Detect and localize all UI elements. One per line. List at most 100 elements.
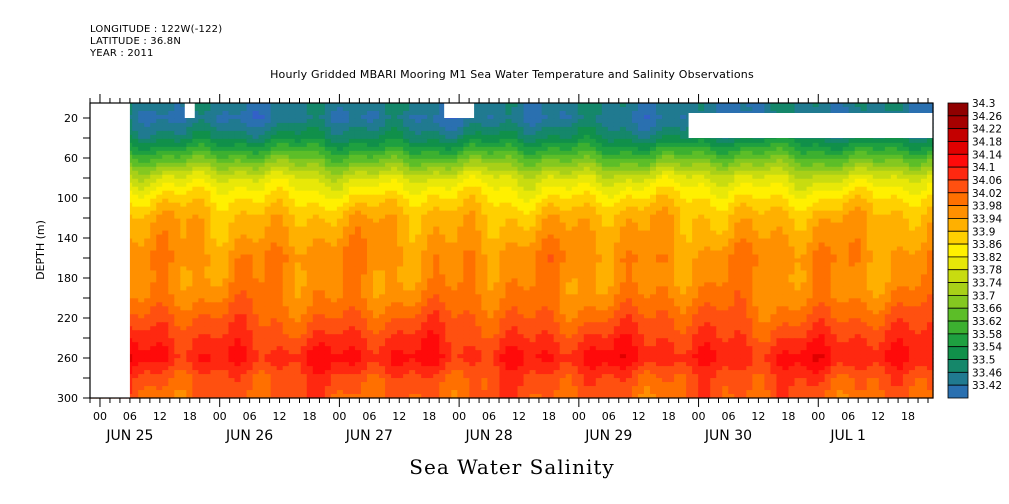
heatmap-cell (758, 222, 765, 228)
heatmap-cell (439, 122, 446, 128)
heatmap-cell (445, 186, 452, 192)
heatmap-cell (168, 103, 175, 108)
heatmap-cell (354, 190, 362, 196)
heatmap-cell (132, 114, 139, 120)
heatmap-cell (451, 146, 458, 152)
heatmap-cell (180, 166, 187, 172)
heatmap-cell (529, 178, 537, 184)
heatmap-cell (637, 134, 645, 140)
heatmap-cell (764, 103, 772, 108)
heatmap-cell (637, 238, 645, 244)
heatmap-cell (409, 146, 416, 152)
heatmap-cell (228, 174, 236, 180)
heatmap-cell (794, 138, 802, 144)
heatmap-cell (294, 110, 302, 116)
heatmap-cell (457, 210, 464, 216)
heatmap-cell (776, 202, 784, 208)
heatmap-cell (168, 222, 175, 228)
heatmap-cell (866, 142, 874, 148)
heatmap-cell (722, 178, 729, 184)
heatmap-cell (397, 146, 404, 152)
heatmap-cell (625, 242, 633, 248)
heatmap-cell (481, 114, 489, 120)
heatmap-cell (764, 178, 772, 184)
heatmap-cell (373, 214, 380, 220)
heatmap-cell (421, 214, 428, 220)
heatmap-cell (782, 190, 790, 196)
heatmap-cell (252, 214, 260, 220)
heatmap-cell (240, 114, 248, 120)
heatmap-cell (306, 178, 314, 184)
heatmap-cell (469, 222, 476, 228)
heatmap-cell (403, 134, 410, 140)
heatmap-cell (421, 142, 428, 148)
heatmap-cell (300, 206, 308, 212)
heatmap-cell (324, 214, 332, 220)
heatmap-cell (788, 230, 796, 236)
heatmap-cell (836, 230, 844, 236)
heatmap-cell (373, 166, 380, 172)
heatmap-cell (312, 170, 320, 176)
heatmap-cell (451, 202, 458, 208)
heatmap-cell (132, 166, 139, 172)
heatmap-cell (144, 154, 151, 160)
heatmap-cell (541, 194, 549, 200)
heatmap-cell (854, 166, 862, 172)
heatmap-cell (276, 226, 284, 232)
heatmap-cell (240, 134, 248, 140)
heatmap-cell (216, 146, 224, 152)
heatmap-cell (186, 150, 193, 156)
heatmap-cell (613, 130, 621, 136)
heatmap-cell (234, 210, 242, 216)
heatmap-cell (836, 142, 844, 148)
heatmap-cell (583, 134, 591, 140)
heatmap-cell (234, 178, 242, 184)
heatmap-cell (421, 154, 428, 160)
heatmap-cell (336, 182, 344, 188)
heatmap-cell (162, 162, 169, 168)
heatmap-cell (631, 190, 639, 196)
heatmap-cell (397, 182, 404, 188)
heatmap-cell (890, 230, 898, 236)
heatmap-cell (631, 103, 639, 108)
heatmap-cell (180, 138, 187, 144)
heatmap-cell (373, 222, 380, 228)
heatmap-cell (529, 126, 537, 132)
heatmap-cell (926, 158, 934, 164)
heatmap-cell (246, 134, 254, 140)
heatmap-cell (294, 106, 302, 112)
heatmap-cell (607, 210, 615, 216)
heatmap-cell (198, 190, 206, 196)
heatmap-cell (559, 186, 567, 192)
heatmap-cell (258, 158, 266, 164)
heatmap-cell (330, 230, 338, 236)
heatmap-cell (920, 182, 928, 188)
heatmap-cell (403, 206, 410, 212)
heatmap-cell (282, 218, 290, 224)
heatmap-cell (926, 146, 934, 152)
heatmap-cell (144, 126, 151, 132)
heatmap-cell (288, 174, 296, 180)
heatmap-cell (884, 142, 892, 148)
heatmap-cell (662, 146, 669, 152)
heatmap-cell (722, 214, 729, 220)
heatmap-cell (782, 154, 790, 160)
heatmap-cell (216, 238, 224, 244)
heatmap-cell (445, 162, 452, 168)
heatmap-cell (324, 146, 332, 152)
heatmap-cell (276, 158, 284, 164)
heatmap-cell (872, 214, 880, 220)
heatmap-cell (565, 206, 573, 212)
heatmap-cell (246, 178, 254, 184)
heatmap-cell (409, 234, 416, 240)
heatmap-cell (595, 138, 603, 144)
heatmap-cell (270, 206, 278, 212)
heatmap-cell (186, 198, 193, 204)
heatmap-cell (878, 146, 886, 152)
heatmap-cell (914, 146, 922, 152)
heatmap-cell (210, 226, 218, 232)
heatmap-cell (884, 154, 892, 160)
heatmap-cell (523, 126, 531, 132)
heatmap-cell (704, 178, 711, 184)
heatmap-cell (559, 134, 567, 140)
